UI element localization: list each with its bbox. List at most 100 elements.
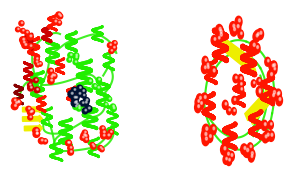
Circle shape (77, 85, 83, 91)
Circle shape (93, 145, 95, 147)
Circle shape (226, 156, 232, 166)
Circle shape (220, 33, 222, 36)
Circle shape (247, 148, 249, 152)
Circle shape (107, 97, 112, 101)
Circle shape (68, 91, 75, 98)
Circle shape (23, 41, 25, 43)
Circle shape (18, 101, 20, 103)
Circle shape (107, 43, 113, 48)
Circle shape (79, 107, 80, 109)
Circle shape (88, 107, 90, 109)
Circle shape (54, 74, 56, 76)
Circle shape (240, 77, 242, 80)
Circle shape (231, 154, 233, 156)
Circle shape (268, 131, 274, 141)
Circle shape (237, 25, 239, 28)
Circle shape (38, 63, 39, 65)
Circle shape (217, 27, 224, 39)
Circle shape (48, 78, 54, 84)
Circle shape (206, 132, 213, 143)
Circle shape (278, 91, 280, 94)
Circle shape (102, 148, 103, 149)
Circle shape (195, 98, 201, 107)
Circle shape (108, 130, 113, 135)
Circle shape (198, 100, 199, 102)
Circle shape (198, 99, 204, 109)
Circle shape (241, 88, 242, 90)
Circle shape (20, 37, 26, 43)
Circle shape (69, 59, 70, 60)
Circle shape (279, 98, 281, 101)
Circle shape (79, 92, 81, 94)
Circle shape (211, 35, 217, 45)
Circle shape (234, 22, 241, 33)
Circle shape (257, 33, 259, 35)
Circle shape (30, 45, 32, 46)
Circle shape (113, 105, 114, 107)
Circle shape (76, 54, 77, 56)
Circle shape (248, 149, 255, 160)
Circle shape (201, 64, 208, 74)
Circle shape (11, 103, 18, 110)
Circle shape (27, 33, 33, 40)
Circle shape (253, 82, 255, 84)
Circle shape (76, 96, 77, 98)
Circle shape (31, 110, 33, 112)
Circle shape (55, 20, 57, 22)
Circle shape (95, 85, 101, 91)
Circle shape (201, 130, 209, 141)
Circle shape (85, 135, 87, 137)
Circle shape (16, 27, 20, 32)
Circle shape (98, 87, 100, 88)
Circle shape (30, 35, 32, 37)
Circle shape (98, 146, 103, 150)
Circle shape (91, 144, 96, 149)
Circle shape (110, 104, 116, 109)
Circle shape (67, 57, 72, 62)
Circle shape (233, 74, 238, 83)
Circle shape (51, 73, 57, 79)
Circle shape (84, 94, 85, 96)
Circle shape (66, 140, 72, 146)
Circle shape (36, 61, 38, 62)
Circle shape (250, 40, 257, 52)
Circle shape (207, 63, 209, 66)
Circle shape (274, 67, 276, 70)
Circle shape (34, 87, 40, 93)
Circle shape (111, 45, 117, 51)
Circle shape (103, 102, 108, 107)
Circle shape (230, 22, 236, 33)
Circle shape (241, 144, 247, 155)
Circle shape (273, 94, 274, 97)
Circle shape (83, 98, 89, 104)
Circle shape (100, 126, 105, 131)
Circle shape (256, 34, 258, 37)
Circle shape (38, 62, 42, 66)
Circle shape (259, 91, 260, 93)
Circle shape (34, 131, 40, 137)
Circle shape (113, 107, 115, 109)
Circle shape (106, 104, 107, 105)
Circle shape (85, 101, 87, 103)
Circle shape (23, 38, 25, 40)
Circle shape (21, 40, 27, 46)
Circle shape (26, 106, 31, 112)
Circle shape (79, 105, 80, 106)
Circle shape (37, 132, 38, 134)
Circle shape (271, 123, 272, 125)
Circle shape (71, 100, 78, 107)
Circle shape (114, 42, 116, 43)
Circle shape (267, 70, 274, 81)
Circle shape (265, 135, 267, 138)
Circle shape (69, 142, 70, 143)
Circle shape (198, 105, 199, 108)
Circle shape (40, 63, 41, 64)
Circle shape (233, 24, 235, 27)
Circle shape (235, 76, 237, 79)
FancyArrow shape (24, 125, 42, 132)
Circle shape (14, 99, 16, 101)
Circle shape (256, 87, 262, 96)
Circle shape (196, 94, 203, 104)
Circle shape (77, 106, 81, 111)
Circle shape (73, 60, 78, 65)
